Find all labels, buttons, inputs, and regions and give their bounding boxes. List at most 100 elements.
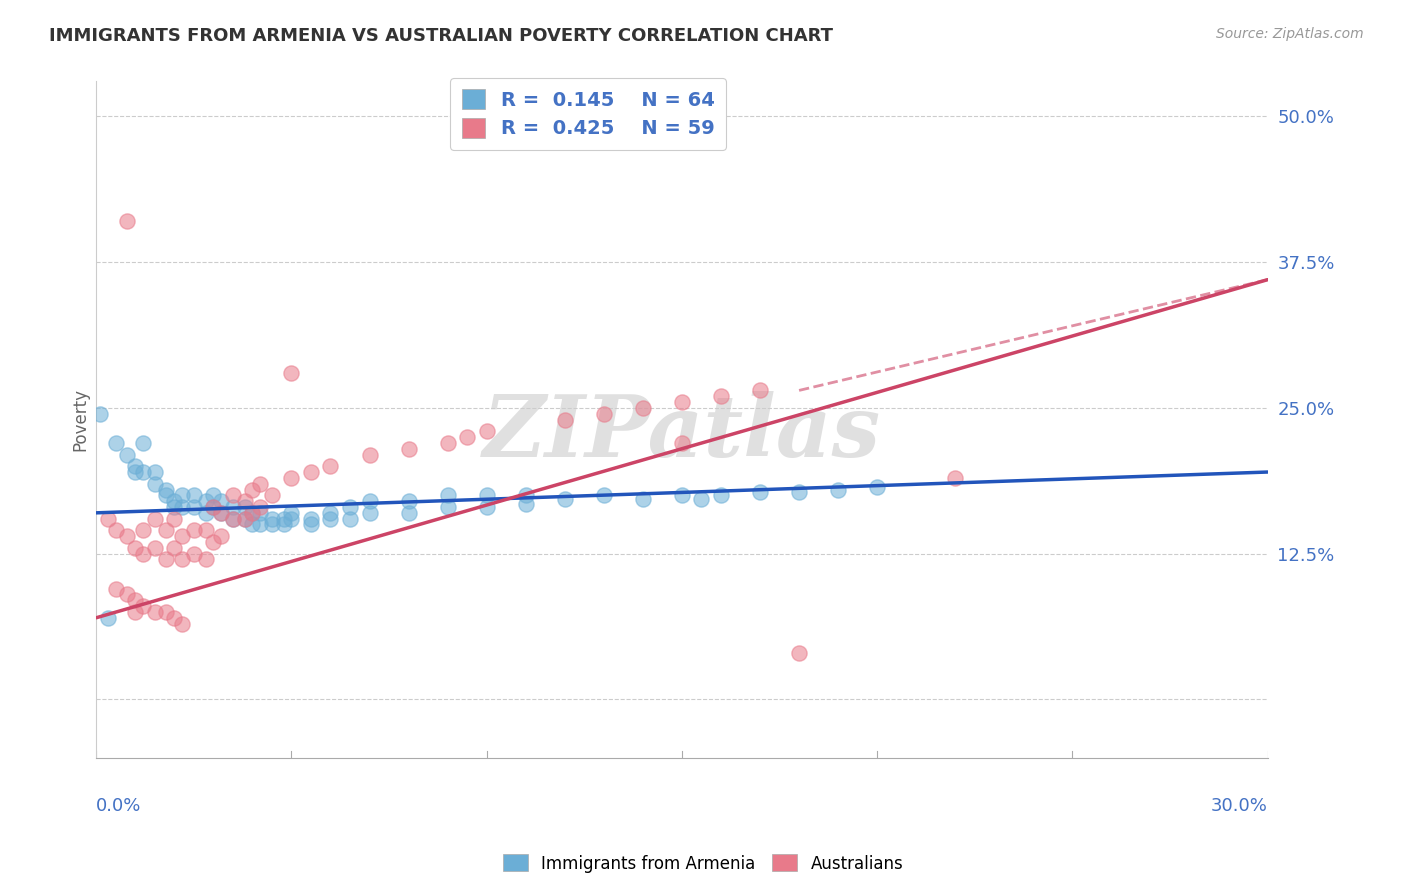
Point	[671, 395, 693, 409]
Point	[172, 616, 194, 631]
Point	[143, 605, 166, 619]
Point	[690, 491, 713, 506]
Point	[155, 524, 177, 538]
Point	[117, 448, 139, 462]
Point	[749, 384, 772, 398]
Point	[183, 524, 205, 538]
Point	[124, 593, 146, 607]
Point	[280, 366, 302, 380]
Point	[273, 511, 295, 525]
Point	[97, 611, 120, 625]
Point	[172, 529, 194, 543]
Point	[475, 424, 498, 438]
Point	[233, 511, 256, 525]
Text: 0.0%: 0.0%	[96, 797, 142, 814]
Point	[249, 506, 271, 520]
Point	[194, 494, 217, 508]
Point	[124, 465, 146, 479]
Point	[319, 459, 342, 474]
Point	[398, 442, 420, 456]
Point	[436, 488, 458, 502]
Point	[359, 494, 381, 508]
Point	[172, 488, 194, 502]
Point	[299, 517, 322, 532]
Point	[787, 646, 810, 660]
Point	[592, 488, 614, 502]
Text: Source: ZipAtlas.com: Source: ZipAtlas.com	[1216, 27, 1364, 41]
Point	[475, 500, 498, 514]
Point	[163, 511, 186, 525]
Point	[456, 430, 478, 444]
Point	[233, 500, 256, 514]
Point	[183, 547, 205, 561]
Point	[124, 541, 146, 555]
Point	[124, 605, 146, 619]
Point	[222, 500, 245, 514]
Point	[260, 517, 283, 532]
Point	[554, 412, 576, 426]
Point	[398, 506, 420, 520]
Point	[132, 436, 155, 450]
Point	[222, 511, 245, 525]
Point	[163, 500, 186, 514]
Point	[143, 476, 166, 491]
Point	[749, 484, 772, 499]
Point	[260, 511, 283, 525]
Point	[104, 524, 127, 538]
Point	[242, 506, 264, 520]
Point	[242, 506, 264, 520]
Point	[299, 465, 322, 479]
Point	[787, 484, 810, 499]
Point	[671, 488, 693, 502]
Point	[117, 587, 139, 601]
Point	[124, 459, 146, 474]
Point	[117, 214, 139, 228]
Point	[436, 436, 458, 450]
Legend: Immigrants from Armenia, Australians: Immigrants from Armenia, Australians	[496, 847, 910, 880]
Point	[319, 511, 342, 525]
Point	[155, 552, 177, 566]
Point	[143, 465, 166, 479]
Legend: R =  0.145    N = 64, R =  0.425    N = 59: R = 0.145 N = 64, R = 0.425 N = 59	[450, 78, 727, 150]
Point	[710, 389, 733, 403]
Point	[943, 471, 966, 485]
Point	[155, 483, 177, 497]
Point	[233, 494, 256, 508]
Point	[104, 436, 127, 450]
Point	[280, 471, 302, 485]
Point	[143, 541, 166, 555]
Point	[202, 500, 225, 514]
Y-axis label: Poverty: Poverty	[72, 388, 89, 451]
Point	[475, 488, 498, 502]
Point	[132, 599, 155, 613]
Point	[710, 488, 733, 502]
Point	[631, 401, 654, 415]
Point	[194, 506, 217, 520]
Point	[183, 488, 205, 502]
Point	[202, 535, 225, 549]
Point	[515, 496, 537, 510]
Point	[242, 517, 264, 532]
Point	[163, 541, 186, 555]
Point	[155, 488, 177, 502]
Point	[249, 476, 271, 491]
Point	[260, 488, 283, 502]
Point	[89, 407, 111, 421]
Point	[163, 494, 186, 508]
Point	[280, 511, 302, 525]
Point	[209, 494, 232, 508]
Point	[339, 511, 361, 525]
Point	[202, 500, 225, 514]
Point	[436, 500, 458, 514]
Point	[359, 506, 381, 520]
Point	[339, 500, 361, 514]
Point	[117, 529, 139, 543]
Point	[172, 500, 194, 514]
Point	[280, 506, 302, 520]
Point	[827, 483, 849, 497]
Point	[866, 480, 889, 494]
Point	[359, 448, 381, 462]
Point	[222, 511, 245, 525]
Point	[515, 488, 537, 502]
Point	[172, 552, 194, 566]
